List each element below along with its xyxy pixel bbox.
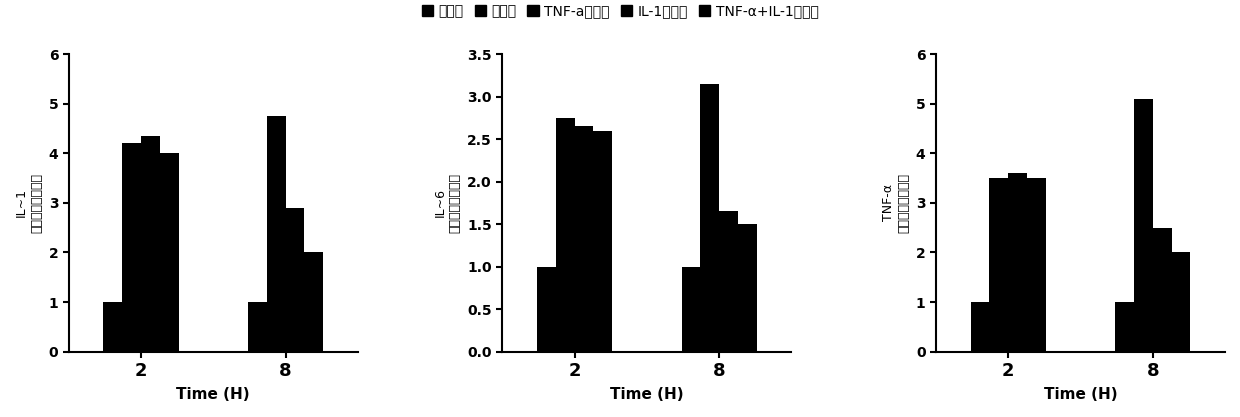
X-axis label: Time (H): Time (H) xyxy=(176,387,250,402)
Bar xyxy=(1153,228,1172,352)
Bar xyxy=(248,302,267,352)
Bar xyxy=(160,153,179,352)
X-axis label: Time (H): Time (H) xyxy=(610,387,683,402)
X-axis label: Time (H): Time (H) xyxy=(1044,387,1117,402)
Bar xyxy=(267,116,285,352)
Bar xyxy=(990,178,1008,352)
Bar xyxy=(1133,99,1153,352)
Bar xyxy=(556,118,574,352)
Bar xyxy=(594,131,613,352)
Bar xyxy=(574,126,594,352)
Bar xyxy=(1172,253,1190,352)
Y-axis label: TNF-α
（相对指数变化）: TNF-α （相对指数变化） xyxy=(882,173,910,233)
Bar xyxy=(123,143,141,352)
Bar xyxy=(682,266,701,352)
Bar xyxy=(719,211,738,352)
Bar xyxy=(1115,302,1133,352)
Bar xyxy=(701,84,719,352)
Bar xyxy=(1027,178,1045,352)
Bar xyxy=(1008,173,1027,352)
Bar xyxy=(738,224,756,352)
Y-axis label: IL~1
（相对指数变化）: IL~1 （相对指数变化） xyxy=(15,173,43,233)
Bar xyxy=(971,302,990,352)
Y-axis label: IL~6
（相对指数变化）: IL~6 （相对指数变化） xyxy=(434,173,461,233)
Bar xyxy=(141,136,160,352)
Legend: 正常组, 对照组, TNF-a处理组, IL-1处理组, TNF-α+IL-1处理组: 正常组, 对照组, TNF-a处理组, IL-1处理组, TNF-α+IL-1处… xyxy=(417,0,823,24)
Bar xyxy=(103,302,123,352)
Bar xyxy=(304,253,324,352)
Bar xyxy=(285,208,304,352)
Bar xyxy=(537,266,556,352)
